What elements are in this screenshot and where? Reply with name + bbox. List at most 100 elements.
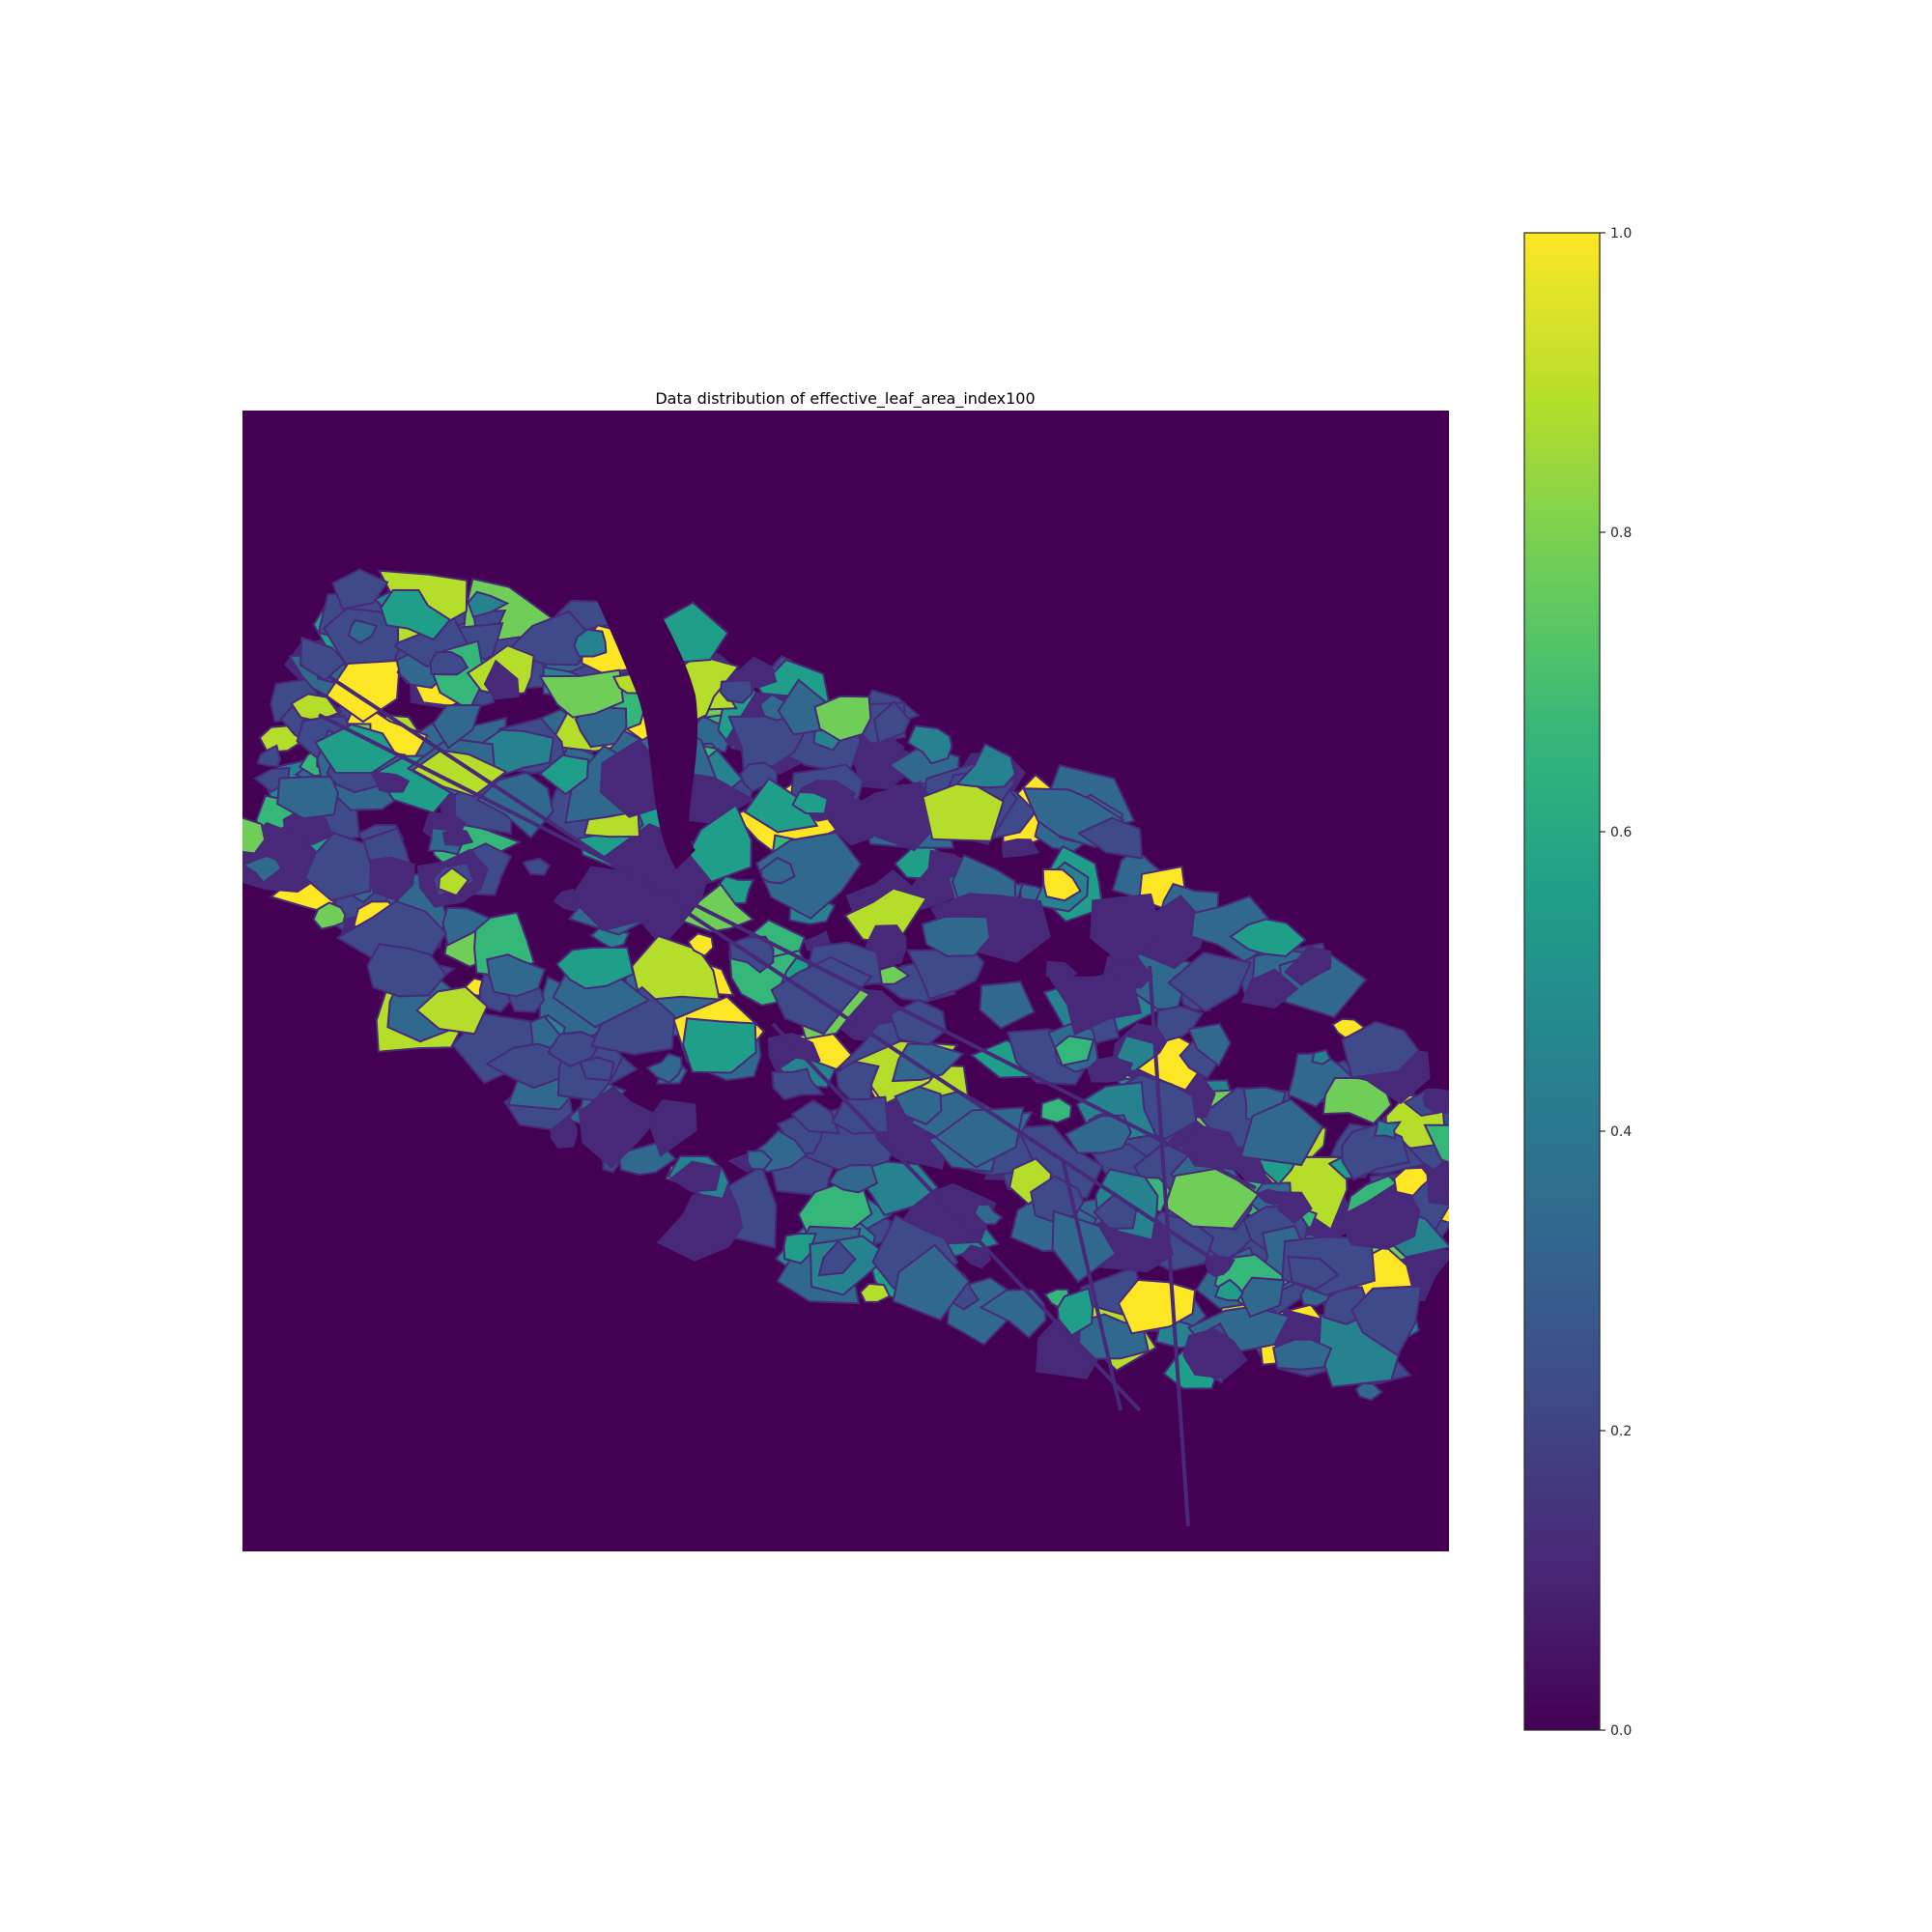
map-linear-feature: [1061, 1158, 1122, 1411]
map-linear-feature: [771, 1022, 1142, 1412]
map-patch: [347, 619, 379, 644]
map-patch: [979, 980, 1036, 1030]
map-patch: [1338, 1179, 1421, 1250]
map-patch: [828, 1163, 879, 1194]
map-patch: [1241, 968, 1299, 1009]
colorbar-tick-label: 0.6: [1610, 825, 1632, 840]
map-patch: [325, 659, 402, 724]
map-patch: [1276, 1191, 1313, 1224]
map-patch: [1064, 1114, 1132, 1154]
map-patch: [1041, 867, 1082, 902]
map-patch: [906, 724, 953, 765]
map-patch: [256, 744, 282, 768]
map-patch: [578, 1096, 662, 1169]
map-patch: [922, 779, 1005, 842]
map-patch: [538, 753, 590, 796]
map-patch: [873, 699, 911, 745]
map-patch: [1463, 1129, 1507, 1160]
map-patch: [380, 588, 452, 641]
map-patch: [1053, 1035, 1095, 1067]
map-patch: [894, 1085, 943, 1126]
map-patch: [669, 1160, 723, 1193]
map-patch: [1187, 1022, 1232, 1067]
map-patch: [954, 742, 1016, 789]
map-patch: [782, 1232, 817, 1264]
map-patch: [1090, 893, 1163, 967]
map-patch: [1182, 1328, 1248, 1379]
map-linear-feature: [318, 713, 1257, 1190]
chart-title: Data distribution of effective_leaf_area…: [655, 389, 1035, 409]
map-patch: [366, 943, 447, 998]
map-patch: [550, 1116, 578, 1149]
map-patch: [1341, 1020, 1421, 1079]
map-patch: [290, 693, 341, 723]
map-patch: [1205, 1255, 1236, 1278]
map-linear-feature: [327, 674, 1209, 1258]
map-patch: [579, 1056, 615, 1082]
map-patch: [1458, 1144, 1497, 1175]
map-patch: [483, 659, 520, 700]
map-patch: [1284, 946, 1332, 986]
map-patch: [1213, 1278, 1244, 1302]
colorbar-ticks: 0.0 0.2 0.4 0.6 0.8 1.0: [1600, 226, 1632, 1739]
map-patch: [1239, 1097, 1324, 1167]
map-patch: [1311, 1048, 1332, 1065]
map-patch: [1039, 1096, 1073, 1124]
map-patch: [312, 901, 347, 930]
map-patch: [1423, 1123, 1449, 1164]
map-patch: [314, 724, 399, 775]
map-patch: [645, 1052, 683, 1084]
map-patch: [859, 1282, 892, 1303]
map-patch: [1087, 1056, 1134, 1083]
map-patch: [573, 628, 608, 658]
map-patch: [646, 1099, 697, 1157]
map-linear-feature: [1148, 965, 1190, 1527]
map-patch: [1422, 1088, 1449, 1115]
map-patch: [1056, 1287, 1094, 1337]
map-patch: [1341, 1123, 1410, 1181]
map-patch: [813, 695, 872, 742]
map-patch: [569, 866, 670, 932]
map-patch: [743, 777, 819, 834]
map-patch: [979, 1288, 1047, 1340]
map-patches: [242, 425, 1507, 1527]
colorbar-tick-label: 0.8: [1610, 526, 1632, 541]
map-patch: [554, 946, 635, 990]
map-patch: [441, 906, 492, 947]
map-patch: [828, 798, 875, 846]
map-patch: [791, 790, 829, 815]
map-patch: [437, 867, 470, 897]
colorbar-gradient: [1523, 232, 1601, 1731]
map-patch: [441, 828, 474, 846]
map-patch: [760, 856, 796, 885]
map-patch: [1047, 975, 1143, 1037]
map-patch: [933, 1106, 1025, 1169]
map-patch: [1321, 1076, 1393, 1125]
map-patch: [411, 749, 508, 798]
map-patch: [522, 857, 552, 876]
map-patch: [1117, 1278, 1197, 1335]
map-patch: [429, 650, 469, 676]
colorbar-tick-label: 0.0: [1610, 1723, 1632, 1739]
map-patch: [1076, 816, 1144, 860]
map-patch: [1002, 838, 1039, 858]
map-patch: [1350, 1285, 1423, 1357]
map-patch: [1155, 1005, 1205, 1042]
map-patch: [1354, 1381, 1383, 1402]
map-patch: [835, 1060, 880, 1100]
map-patch: [817, 1239, 857, 1277]
map-patch: [687, 932, 715, 957]
map-patch: [1287, 1052, 1354, 1108]
map-patch: [1373, 1118, 1403, 1140]
colorbar: 0.0 0.2 0.4 0.6 0.8 1.0: [1523, 226, 1632, 1739]
map-patch: [242, 855, 283, 884]
map-patch: [973, 1203, 1004, 1226]
map-patch: [538, 668, 625, 719]
map-patch: [921, 915, 991, 957]
map-patch: [682, 1017, 757, 1074]
map-patch: [1167, 951, 1253, 1013]
map-patch: [486, 953, 547, 998]
map-patch: [303, 832, 372, 902]
map-patch: [843, 887, 928, 945]
